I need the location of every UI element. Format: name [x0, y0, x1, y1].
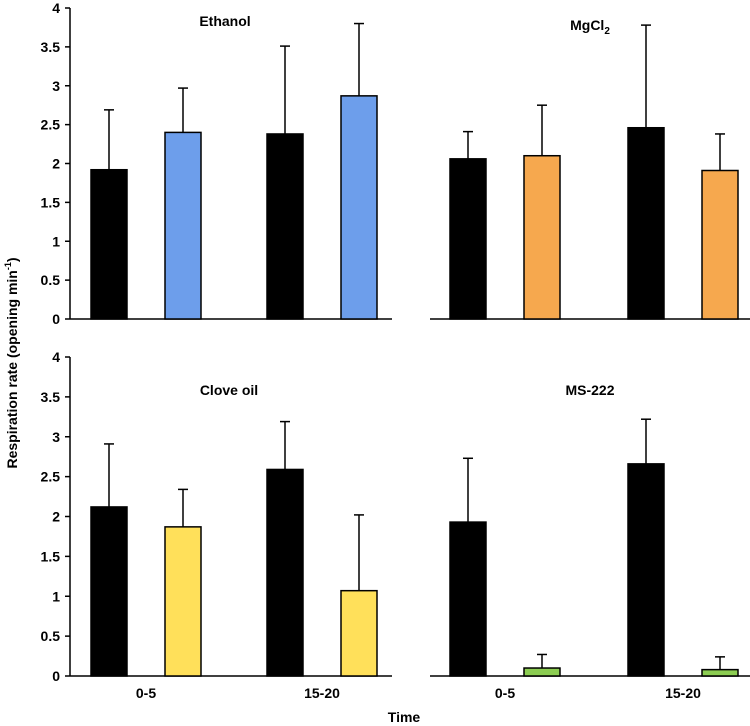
y-tick-label: 3.5 — [41, 39, 61, 55]
control-bar — [90, 168, 128, 320]
panel-title: MgCl2 — [570, 17, 610, 37]
treatment-bar — [701, 169, 739, 320]
y-tick-label: 4 — [52, 0, 60, 16]
y-tick-label: 1.5 — [41, 548, 61, 564]
panel-title-main: Ethanol — [199, 13, 250, 29]
control-bar — [90, 506, 128, 677]
panel-2: MgCl2 — [430, 17, 750, 320]
y-tick-label: 4 — [52, 349, 60, 365]
treatment-bar — [701, 668, 739, 677]
panel-title-main: Clove oil — [200, 382, 258, 398]
panel-1: 0 0.5 1 1.5 2 2.5 3 3.5 4 Ethanol — [41, 0, 392, 327]
y-tick-label: 0.5 — [41, 272, 61, 288]
treatment-bar — [340, 95, 378, 320]
panel-3: 0 0.5 1 1.5 2 2.5 3 3.5 4 0-5 15-20 Clove oil — [41, 349, 392, 701]
y-tick-label: 1.5 — [41, 194, 61, 210]
panel-title-main: MS-222 — [565, 382, 614, 398]
y-tick-label: 1 — [52, 233, 60, 249]
y-tick-label: 3.5 — [41, 389, 61, 405]
y-tick-label: 2.5 — [41, 117, 61, 133]
panel-title-main: MgCl — [570, 17, 604, 33]
y-axis-title-sup: -1 — [3, 262, 13, 270]
control-bar — [627, 126, 665, 320]
y-axis-title-close: ) — [4, 257, 20, 262]
treatment-bar — [340, 589, 378, 677]
panel-title: Ethanol — [199, 13, 250, 29]
panel-title-sub: 2 — [604, 26, 610, 37]
y-tick-label: 2.5 — [41, 469, 61, 485]
control-bar — [449, 521, 487, 677]
control-bar — [449, 158, 487, 320]
y-tick-label: 0 — [52, 668, 60, 684]
y-axis-title-main: Respiration rate (opening min — [4, 270, 20, 468]
y-tick-label: 3 — [52, 78, 60, 94]
panel-title: MS-222 — [565, 382, 614, 398]
x-tick-label: 0-5 — [495, 685, 515, 701]
y-tick-label: 0.5 — [41, 628, 61, 644]
y-tick-label: 2 — [52, 509, 60, 525]
y-tick-label: 2 — [52, 156, 60, 172]
y-tick-label: 3 — [52, 429, 60, 445]
control-bar — [266, 133, 304, 320]
panel-4: 0-5 15-20 MS-222 — [430, 382, 750, 701]
control-bar — [266, 468, 304, 677]
y-tick-label: 0 — [52, 311, 60, 327]
control-bar — [627, 463, 665, 677]
x-tick-label: 15-20 — [304, 685, 340, 701]
treatment-bar — [523, 154, 561, 320]
x-tick-label: 15-20 — [665, 685, 701, 701]
panel-title: Clove oil — [200, 382, 258, 398]
treatment-bar — [523, 667, 561, 677]
x-tick-label: 0-5 — [136, 685, 156, 701]
treatment-bar — [164, 131, 202, 320]
y-axis-title: Respiration rate (opening min-1) — [3, 257, 20, 468]
treatment-bar — [164, 526, 202, 677]
x-axis-title: Time — [388, 709, 421, 725]
y-tick-label: 1 — [52, 588, 60, 604]
